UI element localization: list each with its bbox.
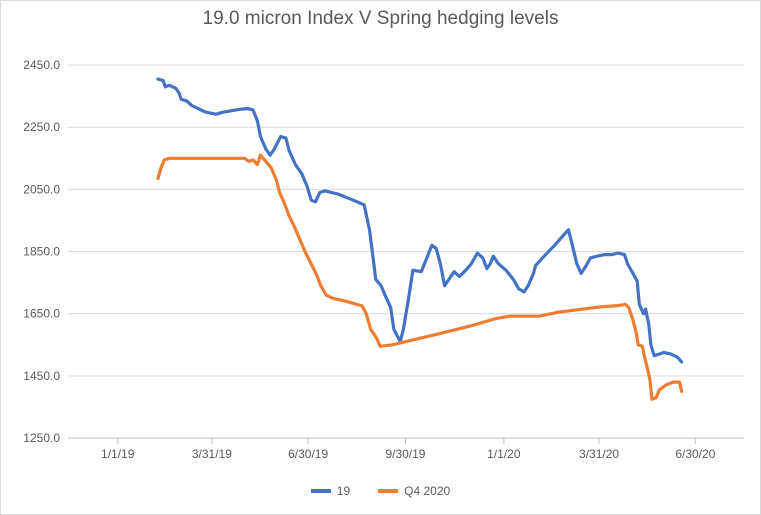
x-tick-label: 6/30/20 — [675, 447, 715, 461]
x-tick-label: 3/31/19 — [192, 447, 232, 461]
legend-item-2: Q4 2020 — [378, 484, 450, 498]
x-axis — [68, 437, 744, 444]
series-line-2 — [156, 153, 684, 401]
y-tick-label: 1250.0 — [23, 431, 60, 445]
legend: 19 Q4 2020 — [0, 482, 761, 498]
y-axis-labels: 1250.0 1450.0 1650.0 1850.0 2050.0 2250.0 2450… — [23, 58, 60, 445]
x-tick-label: 9/30/19 — [385, 447, 425, 461]
gridlines — [68, 64, 744, 377]
y-tick-label: 1650.0 — [23, 307, 60, 321]
y-tick-label: 2050.0 — [23, 182, 60, 196]
y-tick-label: 2450.0 — [23, 58, 60, 72]
legend-item-1: 19 — [310, 484, 351, 498]
x-tick-label: 6/30/19 — [288, 447, 328, 461]
legend-swatch — [378, 489, 399, 493]
x-tick-label: 1/1/19 — [101, 447, 135, 461]
series-lines — [156, 77, 684, 401]
legend-label: Q4 2020 — [404, 484, 451, 498]
series-line-1 — [156, 77, 684, 364]
legend-swatch — [310, 489, 331, 493]
y-tick-label: 1850.0 — [23, 245, 60, 259]
y-tick-label: 2250.0 — [23, 120, 60, 134]
y-tick-label: 1450.0 — [23, 369, 60, 383]
x-tick-label: 3/31/20 — [579, 447, 619, 461]
legend-label: 19 — [336, 484, 351, 498]
x-tick-label: 1/1/20 — [487, 447, 521, 461]
x-axis-labels: 1/1/19 3/31/19 6/30/19 9/30/19 1/1/20 3/31/20… — [101, 447, 716, 461]
chart-title: 19.0 micron Index V Spring hedging level… — [202, 8, 559, 29]
